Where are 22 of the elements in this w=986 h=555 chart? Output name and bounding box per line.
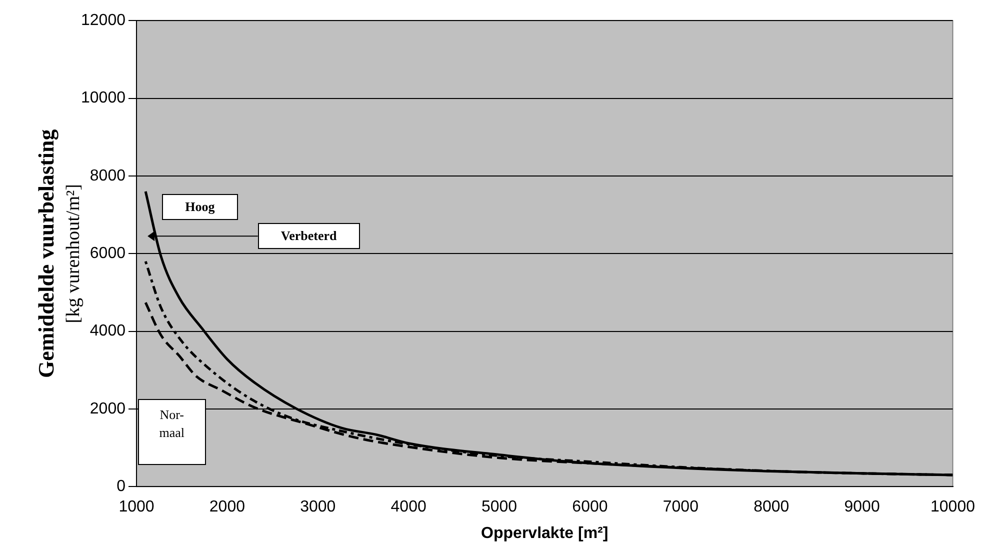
x-tick-label: 1000 bbox=[118, 498, 154, 516]
x-tick-label: 2000 bbox=[209, 498, 246, 516]
x-tick-label: 9000 bbox=[844, 498, 880, 516]
y-tick-label: 12000 bbox=[80, 12, 126, 30]
x-tick-label: 5000 bbox=[481, 498, 518, 516]
y-tick-label: 8000 bbox=[90, 167, 126, 184]
y-axis-title: Gemiddelde vuurbelasting [kg vurenhout/m²] bbox=[34, 129, 84, 378]
x-tick-label: 4000 bbox=[390, 498, 426, 516]
x-tick-label: 7000 bbox=[662, 498, 699, 516]
y-tick-label: 4000 bbox=[90, 322, 126, 340]
y-tick-label: 0 bbox=[116, 478, 126, 496]
x-tick-label: 3000 bbox=[300, 498, 336, 516]
x-tick-label: 10000 bbox=[930, 498, 976, 516]
x-tick-label: 8000 bbox=[754, 498, 790, 516]
label-box: Hoog bbox=[162, 194, 238, 220]
y-tick-label: 2000 bbox=[90, 400, 126, 418]
x-axis-title: Oppervlakte [m²] bbox=[481, 524, 608, 542]
label-box: Nor-maal bbox=[138, 399, 206, 466]
x-tick-label: 6000 bbox=[572, 498, 608, 516]
y-tick-label: 6000 bbox=[90, 245, 126, 262]
label-box: Verbeterd bbox=[258, 223, 360, 250]
y-tick-label: 10000 bbox=[80, 90, 126, 107]
